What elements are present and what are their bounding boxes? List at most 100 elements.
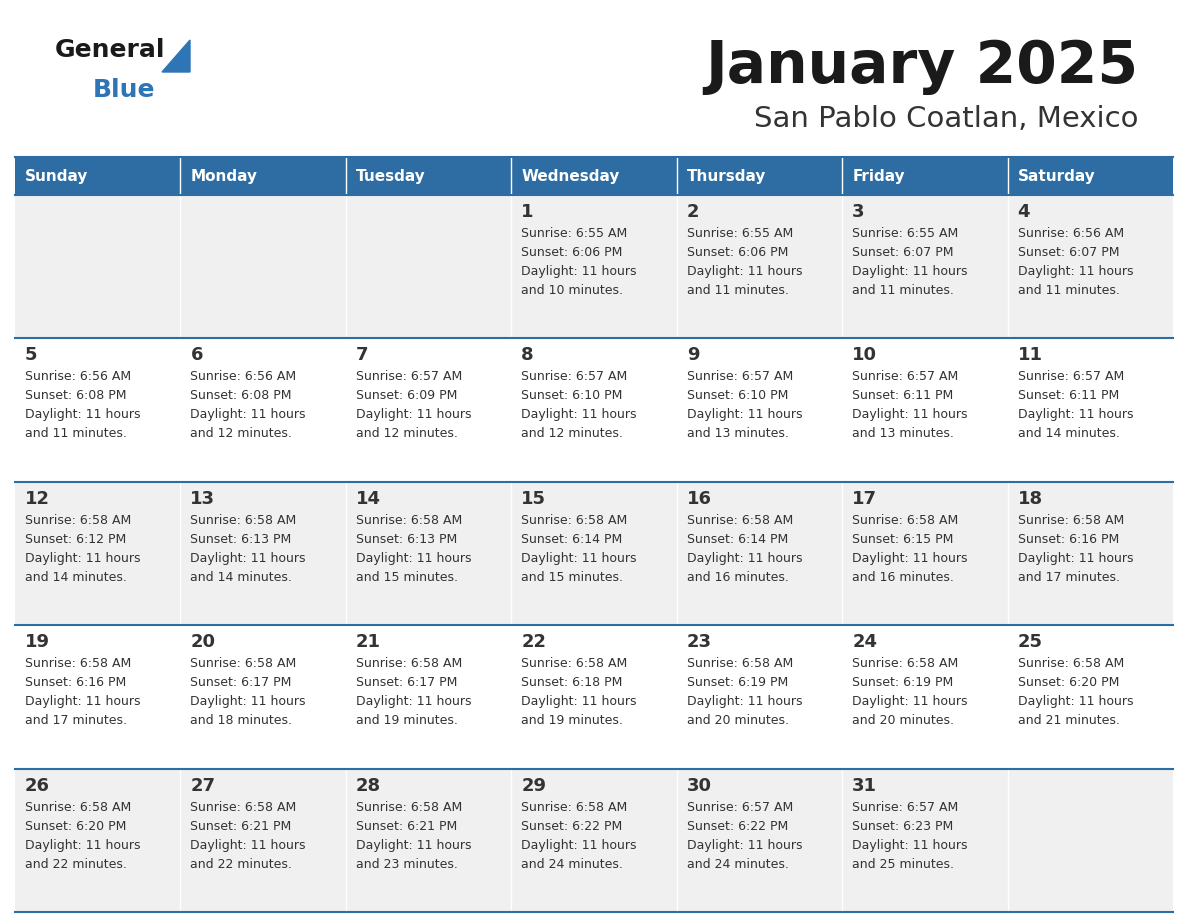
Text: Saturday: Saturday <box>1018 169 1095 184</box>
Text: Daylight: 11 hours: Daylight: 11 hours <box>522 409 637 421</box>
Text: 29: 29 <box>522 777 546 795</box>
Text: Sunrise: 6:58 AM: Sunrise: 6:58 AM <box>522 514 627 527</box>
Text: and 20 minutes.: and 20 minutes. <box>852 714 954 727</box>
Text: and 12 minutes.: and 12 minutes. <box>190 428 292 441</box>
Text: and 19 minutes.: and 19 minutes. <box>522 714 624 727</box>
Text: and 17 minutes.: and 17 minutes. <box>25 714 127 727</box>
Text: Sunset: 6:17 PM: Sunset: 6:17 PM <box>356 677 457 689</box>
Text: 3: 3 <box>852 203 865 221</box>
Text: and 14 minutes.: and 14 minutes. <box>190 571 292 584</box>
Text: and 21 minutes.: and 21 minutes. <box>1018 714 1119 727</box>
Text: Daylight: 11 hours: Daylight: 11 hours <box>687 552 802 565</box>
Bar <box>1007 157 1173 195</box>
Text: and 11 minutes.: and 11 minutes. <box>852 284 954 297</box>
Text: Sunset: 6:20 PM: Sunset: 6:20 PM <box>25 820 126 833</box>
Text: 31: 31 <box>852 777 877 795</box>
Text: Sunset: 6:16 PM: Sunset: 6:16 PM <box>25 677 126 689</box>
Text: Sunset: 6:10 PM: Sunset: 6:10 PM <box>522 389 623 402</box>
Text: 22: 22 <box>522 633 546 651</box>
Text: Sunset: 6:11 PM: Sunset: 6:11 PM <box>1018 389 1119 402</box>
Text: Sunset: 6:20 PM: Sunset: 6:20 PM <box>1018 677 1119 689</box>
Text: 19: 19 <box>25 633 50 651</box>
Text: Sunset: 6:13 PM: Sunset: 6:13 PM <box>190 532 292 546</box>
Text: Sunrise: 6:57 AM: Sunrise: 6:57 AM <box>687 370 792 384</box>
Text: Sunrise: 6:58 AM: Sunrise: 6:58 AM <box>190 514 297 527</box>
Text: and 12 minutes.: and 12 minutes. <box>356 428 457 441</box>
Text: Thursday: Thursday <box>687 169 766 184</box>
Text: and 11 minutes.: and 11 minutes. <box>687 284 789 297</box>
Text: Daylight: 11 hours: Daylight: 11 hours <box>687 265 802 278</box>
Text: Sunrise: 6:58 AM: Sunrise: 6:58 AM <box>25 800 131 813</box>
Text: Sunrise: 6:55 AM: Sunrise: 6:55 AM <box>687 227 792 240</box>
Bar <box>346 157 511 195</box>
Text: 6: 6 <box>190 346 203 364</box>
Text: 30: 30 <box>687 777 712 795</box>
Text: Sunrise: 6:58 AM: Sunrise: 6:58 AM <box>190 657 297 670</box>
Text: Daylight: 11 hours: Daylight: 11 hours <box>356 695 472 708</box>
Text: Daylight: 11 hours: Daylight: 11 hours <box>356 839 472 852</box>
Text: 4: 4 <box>1018 203 1030 221</box>
Text: and 19 minutes.: and 19 minutes. <box>356 714 457 727</box>
Text: Daylight: 11 hours: Daylight: 11 hours <box>852 839 968 852</box>
Text: 25: 25 <box>1018 633 1043 651</box>
Text: Daylight: 11 hours: Daylight: 11 hours <box>852 409 968 421</box>
Text: Monday: Monday <box>190 169 258 184</box>
Text: and 23 minutes.: and 23 minutes. <box>356 857 457 870</box>
Bar <box>15 195 1173 339</box>
Text: Tuesday: Tuesday <box>356 169 425 184</box>
Text: Sunset: 6:10 PM: Sunset: 6:10 PM <box>687 389 788 402</box>
Text: Daylight: 11 hours: Daylight: 11 hours <box>25 839 140 852</box>
Text: Sunrise: 6:58 AM: Sunrise: 6:58 AM <box>356 514 462 527</box>
Text: Sunrise: 6:58 AM: Sunrise: 6:58 AM <box>1018 657 1124 670</box>
Text: and 12 minutes.: and 12 minutes. <box>522 428 624 441</box>
Text: Sunrise: 6:58 AM: Sunrise: 6:58 AM <box>522 657 627 670</box>
Text: 13: 13 <box>190 490 215 508</box>
Text: Daylight: 11 hours: Daylight: 11 hours <box>522 552 637 565</box>
Text: and 10 minutes.: and 10 minutes. <box>522 284 624 297</box>
Text: 11: 11 <box>1018 346 1043 364</box>
Text: Daylight: 11 hours: Daylight: 11 hours <box>522 695 637 708</box>
Text: Sunset: 6:19 PM: Sunset: 6:19 PM <box>687 677 788 689</box>
Text: 2: 2 <box>687 203 700 221</box>
Bar <box>181 157 346 195</box>
Text: and 14 minutes.: and 14 minutes. <box>1018 428 1119 441</box>
Text: Sunset: 6:12 PM: Sunset: 6:12 PM <box>25 532 126 546</box>
Text: and 16 minutes.: and 16 minutes. <box>852 571 954 584</box>
Bar <box>15 157 181 195</box>
Text: and 22 minutes.: and 22 minutes. <box>190 857 292 870</box>
Text: Daylight: 11 hours: Daylight: 11 hours <box>687 409 802 421</box>
Text: Sunset: 6:16 PM: Sunset: 6:16 PM <box>1018 532 1119 546</box>
Text: Sunrise: 6:57 AM: Sunrise: 6:57 AM <box>1018 370 1124 384</box>
Text: Sunset: 6:06 PM: Sunset: 6:06 PM <box>522 246 623 259</box>
Text: and 11 minutes.: and 11 minutes. <box>25 428 127 441</box>
Text: and 14 minutes.: and 14 minutes. <box>25 571 127 584</box>
Text: and 24 minutes.: and 24 minutes. <box>687 857 789 870</box>
Text: Sunset: 6:08 PM: Sunset: 6:08 PM <box>190 389 292 402</box>
Text: 1: 1 <box>522 203 533 221</box>
Text: San Pablo Coatlan, Mexico: San Pablo Coatlan, Mexico <box>753 105 1138 133</box>
Text: 18: 18 <box>1018 490 1043 508</box>
Text: Sunset: 6:17 PM: Sunset: 6:17 PM <box>190 677 292 689</box>
Text: Daylight: 11 hours: Daylight: 11 hours <box>852 695 968 708</box>
Text: Sunset: 6:14 PM: Sunset: 6:14 PM <box>687 532 788 546</box>
Text: Sunrise: 6:58 AM: Sunrise: 6:58 AM <box>687 514 792 527</box>
Text: Sunrise: 6:58 AM: Sunrise: 6:58 AM <box>522 800 627 813</box>
Bar <box>842 157 1007 195</box>
Text: Sunrise: 6:57 AM: Sunrise: 6:57 AM <box>687 800 792 813</box>
Bar <box>15 768 1173 912</box>
Text: Sunrise: 6:56 AM: Sunrise: 6:56 AM <box>190 370 297 384</box>
Text: Sunset: 6:14 PM: Sunset: 6:14 PM <box>522 532 623 546</box>
Text: 15: 15 <box>522 490 546 508</box>
Text: Sunrise: 6:56 AM: Sunrise: 6:56 AM <box>1018 227 1124 240</box>
Text: Sunset: 6:23 PM: Sunset: 6:23 PM <box>852 820 954 833</box>
Text: Sunset: 6:18 PM: Sunset: 6:18 PM <box>522 677 623 689</box>
Text: Daylight: 11 hours: Daylight: 11 hours <box>356 552 472 565</box>
Text: 8: 8 <box>522 346 533 364</box>
Text: Daylight: 11 hours: Daylight: 11 hours <box>1018 695 1133 708</box>
Text: Sunrise: 6:58 AM: Sunrise: 6:58 AM <box>356 800 462 813</box>
Text: 7: 7 <box>356 346 368 364</box>
Text: General: General <box>55 38 165 62</box>
Text: 12: 12 <box>25 490 50 508</box>
Text: Sunset: 6:08 PM: Sunset: 6:08 PM <box>25 389 126 402</box>
Text: 9: 9 <box>687 346 700 364</box>
